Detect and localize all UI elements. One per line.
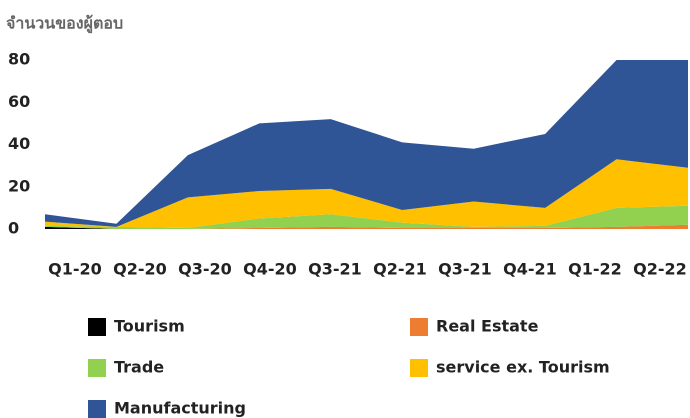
legend-swatch: [88, 359, 106, 377]
legend-label: Trade: [114, 358, 164, 377]
legend-swatch: [410, 318, 428, 336]
x-tick-label: Q2-21: [373, 260, 427, 279]
legend-swatch: [88, 318, 106, 336]
legend-swatch: [410, 359, 428, 377]
x-tick-label: Q2-22: [633, 260, 687, 279]
legend-swatch: [88, 400, 106, 418]
x-tick-label: Q3-20: [178, 260, 232, 279]
chart: จำนวนของผู้ตอบ 0 20 40 60 80 Q1-20 Q2-20 Q3-20 Q…: [0, 0, 690, 418]
legend-label: Real Estate: [436, 317, 539, 336]
x-tick-label: Q1-22: [568, 260, 622, 279]
y-tick-label: 80: [8, 50, 30, 69]
x-tick-label: Q1-20: [48, 260, 102, 279]
y-tick-label: 0: [8, 219, 19, 238]
legend-label: Tourism: [114, 317, 185, 336]
legend-label: service ex. Tourism: [436, 358, 610, 377]
y-tick-label: 40: [8, 134, 30, 153]
x-tick-label: Q3-21: [308, 260, 362, 279]
x-tick-label: Q3-21: [438, 260, 492, 279]
y-tick-label: 20: [8, 176, 30, 195]
x-tick-label: Q4-21: [503, 260, 557, 279]
legend-label: Manufacturing: [114, 399, 246, 418]
x-tick-label: Q4-20: [243, 260, 297, 279]
x-tick-label: Q2-20: [113, 260, 167, 279]
y-tick-label: 60: [8, 92, 30, 111]
y-axis-title: จำนวนของผู้ตอบ: [6, 14, 123, 35]
